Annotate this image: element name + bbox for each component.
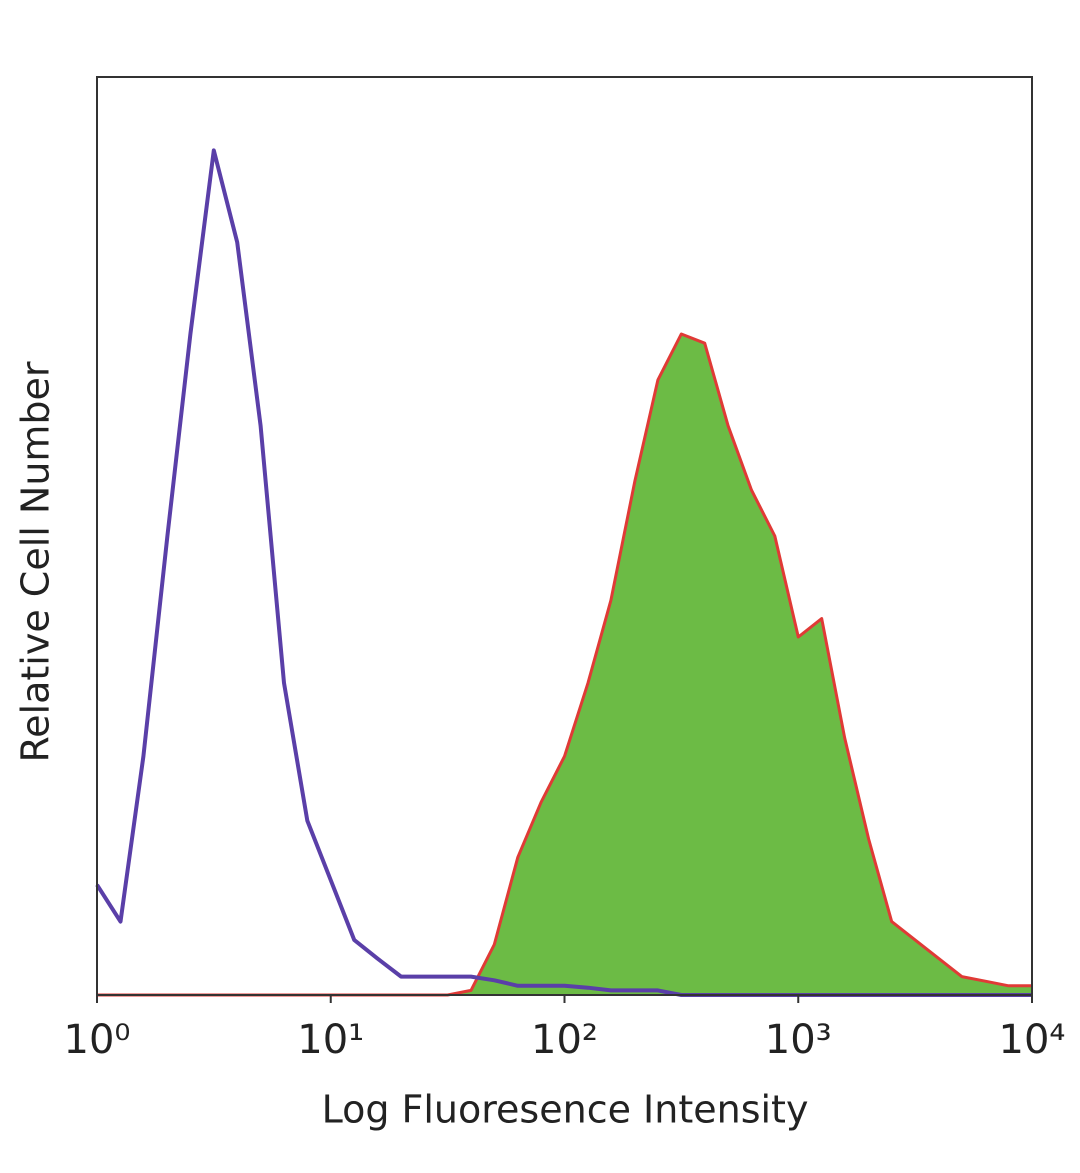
filled-histogram [97, 334, 1032, 995]
x-tick-label: 10⁴ [999, 1017, 1066, 1063]
x-axis-title: Log Fluoresence Intensity [322, 1088, 809, 1132]
x-tick-label: 10⁰ [64, 1017, 131, 1063]
x-tick-label: 10¹ [297, 1017, 364, 1063]
y-axis-title: Relative Cell Number [14, 361, 58, 762]
x-tick-label: 10² [531, 1017, 598, 1063]
x-tick-label: 10³ [765, 1017, 832, 1063]
